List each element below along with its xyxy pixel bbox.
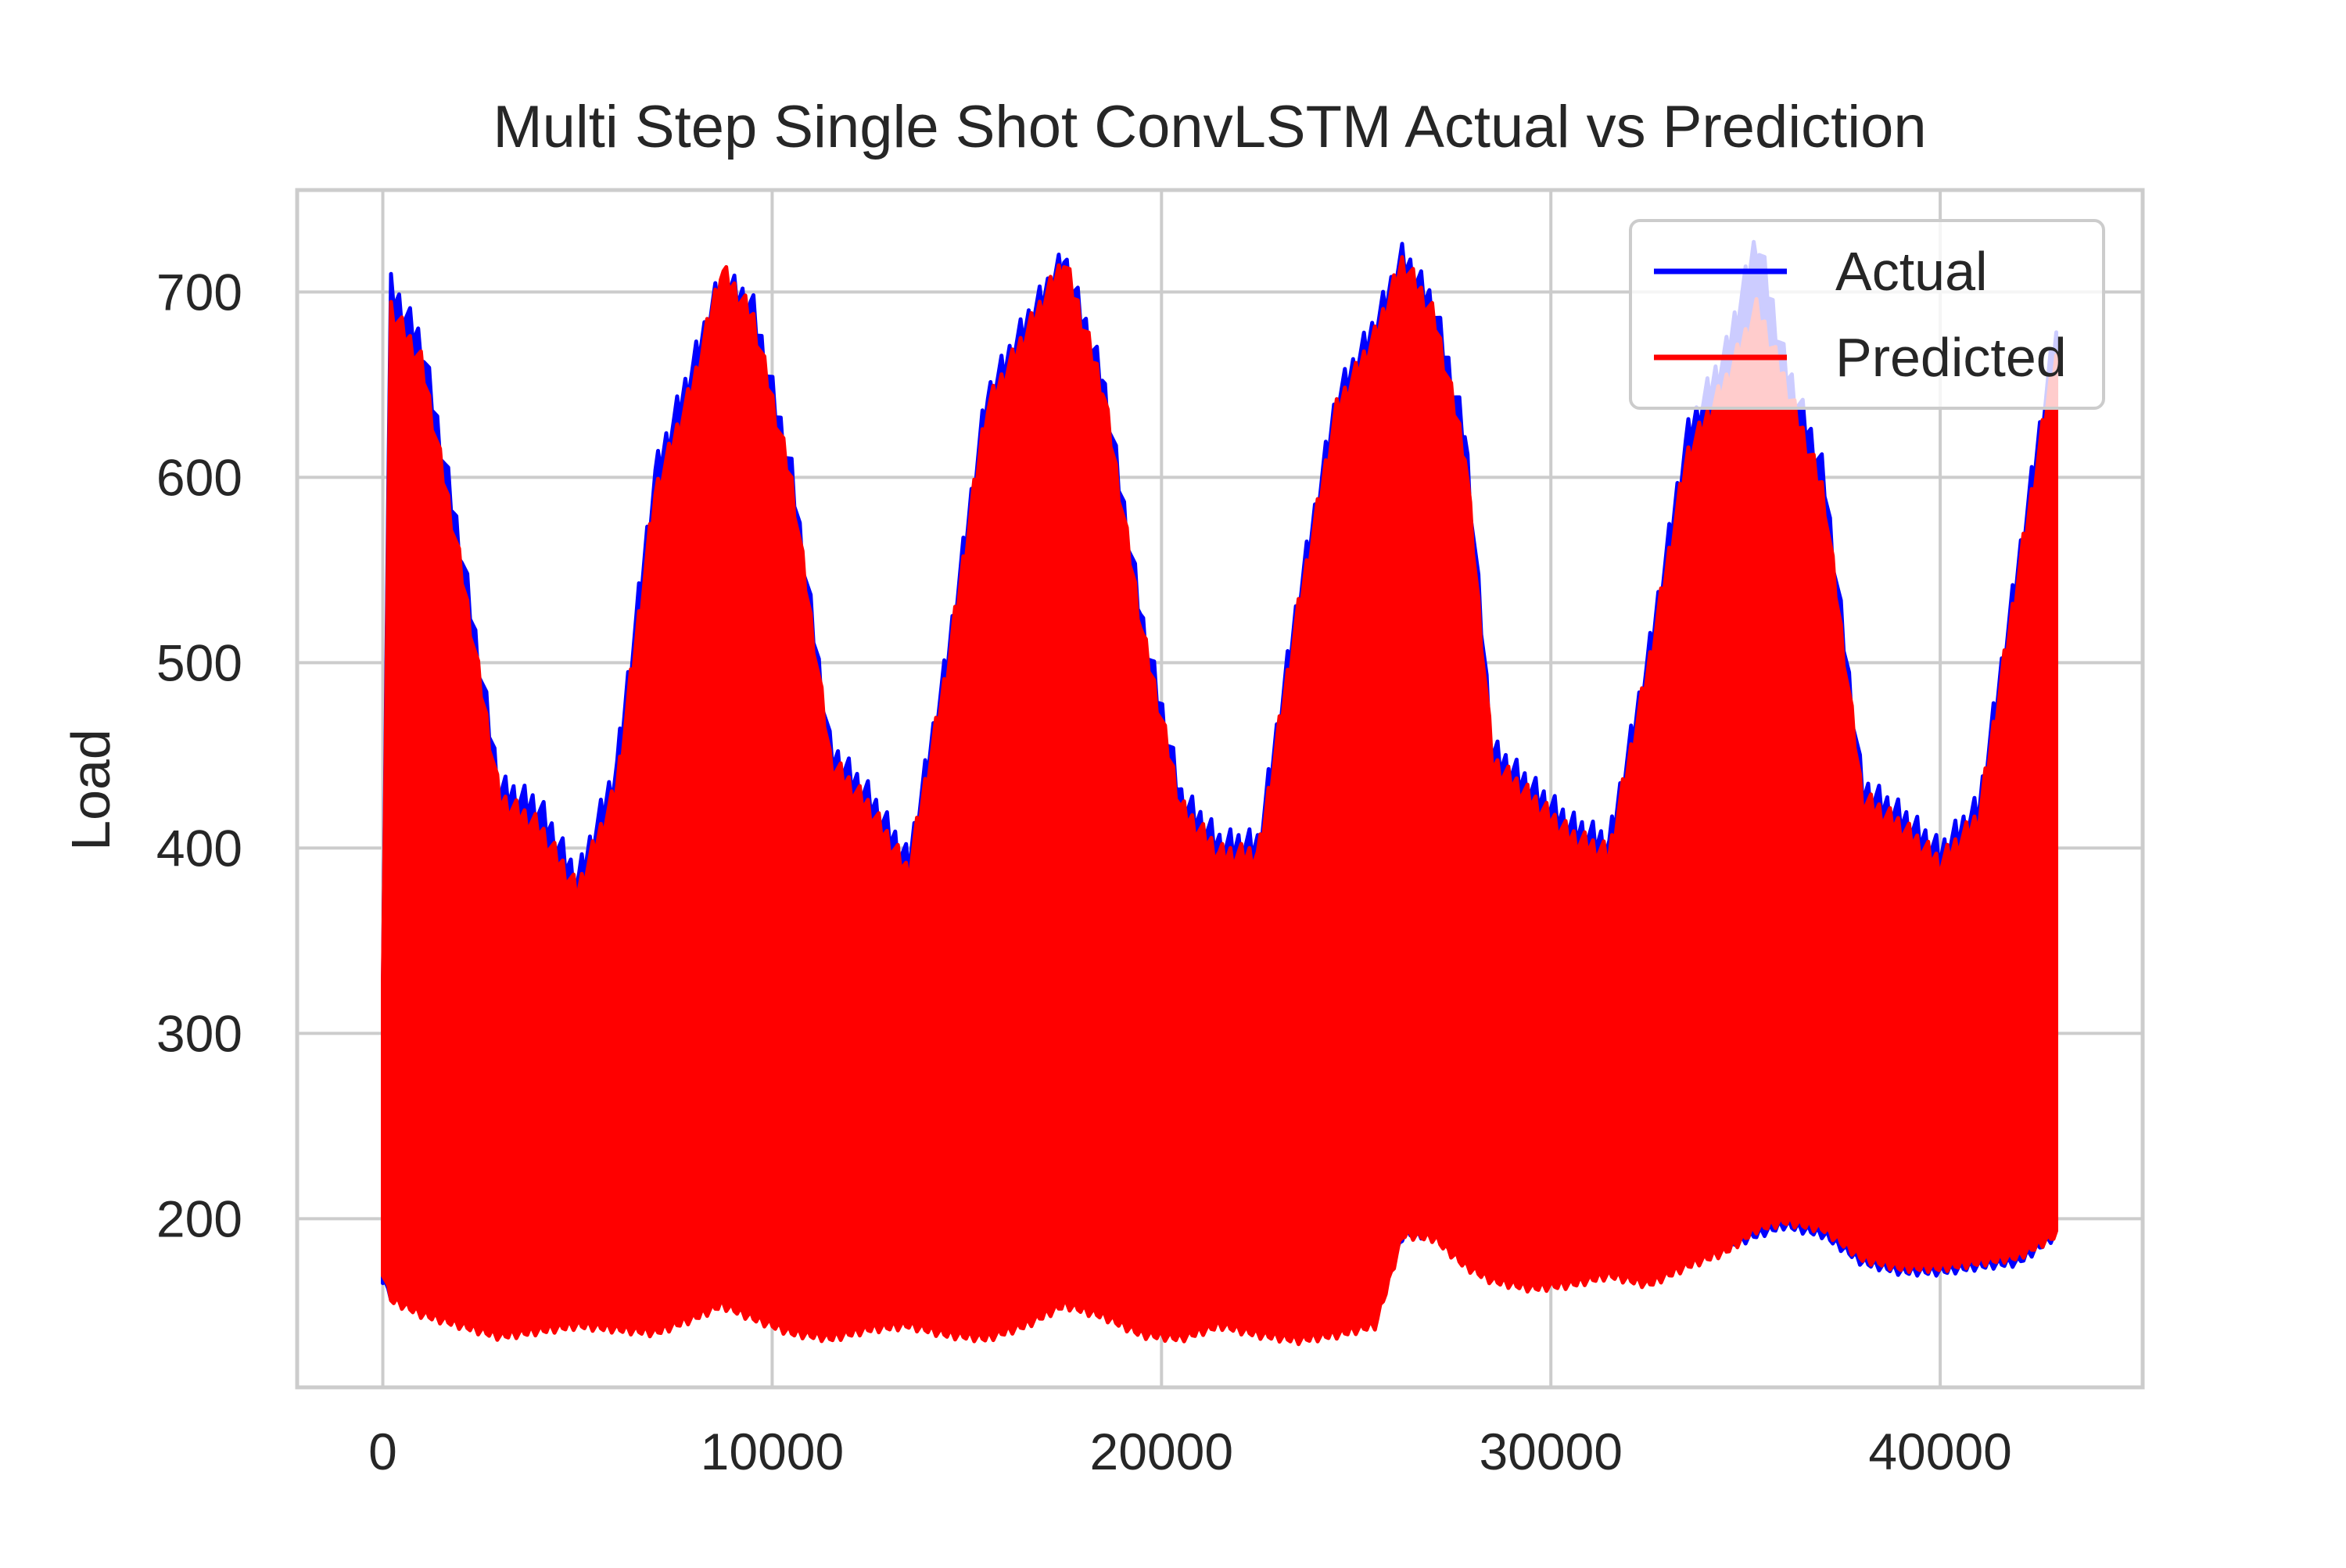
y-tick-label: 600 <box>156 448 242 506</box>
x-tick-label: 20000 <box>1090 1423 1234 1480</box>
plot-frame <box>295 188 2145 1390</box>
y-axis-label: Load <box>60 729 121 851</box>
chart-title: Multi Step Single Shot ConvLSTM Actual v… <box>493 94 1926 160</box>
legend-label-actual: Actual <box>1835 241 1988 302</box>
y-tick-label: 400 <box>156 819 242 877</box>
y-tick-label: 200 <box>156 1189 242 1247</box>
tick-layer: 0 10000 20000 30000 40000 200 300 400 500 600 700 <box>156 263 2012 1480</box>
y-tick-label: 300 <box>156 1004 242 1062</box>
legend: Actual Predicted <box>1629 219 2105 410</box>
x-tick-label: 40000 <box>1868 1423 2012 1480</box>
series-layer <box>381 239 2058 1347</box>
x-tick-label: 10000 <box>701 1423 845 1480</box>
legend-label-predicted: Predicted <box>1835 327 2067 388</box>
x-tick-label: 30000 <box>1479 1423 1623 1480</box>
x-tick-label: 0 <box>368 1423 397 1480</box>
series-predicted <box>381 255 2058 1347</box>
legend-box <box>1629 219 2105 410</box>
y-tick-label: 700 <box>156 263 242 321</box>
y-tick-label: 500 <box>156 633 242 691</box>
